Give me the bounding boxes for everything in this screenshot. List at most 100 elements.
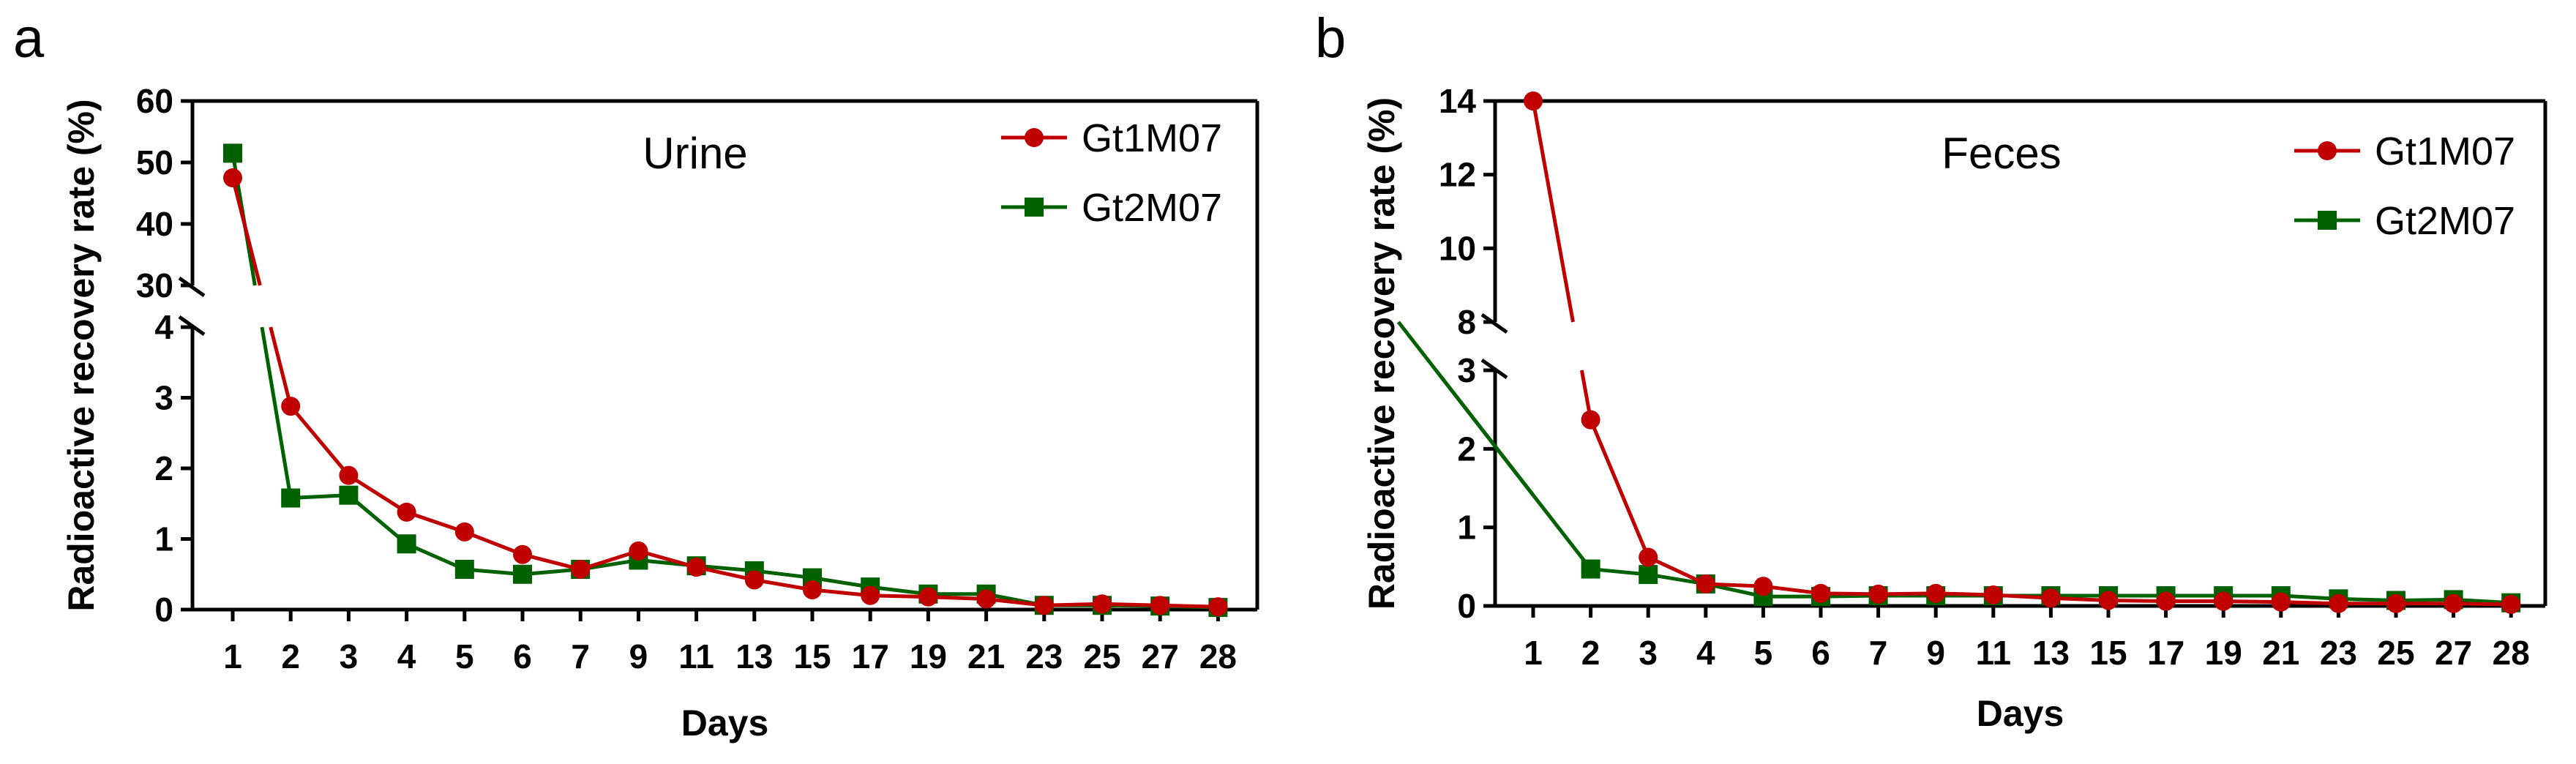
series-line-segment <box>2108 598 2166 604</box>
series-line-segment <box>464 567 523 577</box>
x-tick-label: 21 <box>2262 634 2299 672</box>
series-line-segment <box>812 588 871 598</box>
data-point <box>397 502 416 522</box>
series-line-segment <box>1993 593 2051 600</box>
data-point <box>397 534 416 554</box>
data-point <box>2271 592 2291 612</box>
series-line-segment <box>1531 100 1575 323</box>
data-point <box>223 168 242 187</box>
y-tick-label: 50 <box>136 143 173 181</box>
data-point <box>744 570 764 590</box>
series-line-segment <box>2453 597 2512 605</box>
x-tick-label: 28 <box>1199 637 1237 675</box>
data-point <box>861 585 880 605</box>
series-line-segment <box>463 530 523 557</box>
x-tick-label: 6 <box>1811 634 1830 672</box>
y-tick-label: 2 <box>154 449 173 487</box>
series-line-segment <box>289 405 351 477</box>
data-point <box>339 485 359 505</box>
chart-annotation: Feces <box>1942 129 2061 178</box>
series-line-segment <box>870 593 929 599</box>
series-line-segment <box>2280 593 2339 601</box>
data-point <box>454 522 474 542</box>
data-point <box>803 580 822 599</box>
x-tick-label: 13 <box>2032 634 2070 672</box>
y-tick-label: 1 <box>154 520 173 558</box>
chart-annotation: Urine <box>643 129 747 178</box>
data-point <box>1093 594 1112 614</box>
x-tick-label: 3 <box>340 637 359 675</box>
legend-marker <box>2318 141 2337 160</box>
legend-entry: Gt1M07 <box>1001 116 1222 160</box>
y-axis-title: Radioactive recovery rate (%) <box>61 99 102 611</box>
x-tick-label: 27 <box>1142 637 1179 675</box>
y-tick-label: 10 <box>1439 229 1476 267</box>
series-line-segment <box>869 585 929 596</box>
y-tick-label: 0 <box>1457 587 1476 625</box>
data-point <box>1868 584 1888 604</box>
series-line-segment <box>1160 603 1218 609</box>
data-point <box>2501 594 2521 614</box>
legend-marker <box>1025 128 1044 147</box>
series-line-segment <box>580 549 640 572</box>
data-point <box>1581 410 1600 430</box>
data-point <box>454 559 474 579</box>
series-line-segment <box>231 177 262 286</box>
y-tick-label: 8 <box>1457 303 1476 341</box>
series-line-segment <box>1647 555 1707 586</box>
panel-letter: b <box>1315 7 1346 70</box>
data-point <box>339 465 359 485</box>
series-line-segment <box>1763 584 1821 596</box>
series-Gt2M07 <box>223 143 1228 618</box>
x-tick-label: 1 <box>223 637 242 675</box>
x-axis-title: Days <box>1977 693 2064 734</box>
series-line-segment <box>1590 567 1649 577</box>
series-line-segment <box>522 553 581 572</box>
x-tick-label: 23 <box>2320 634 2357 672</box>
series-line-segment <box>928 595 986 602</box>
x-tick-label: 7 <box>1869 634 1888 672</box>
series-line-segment <box>2280 600 2339 606</box>
x-tick-label: 25 <box>1083 637 1120 675</box>
series-line-segment <box>696 563 755 573</box>
data-point <box>2444 593 2463 613</box>
x-tick-label: 17 <box>2147 634 2184 672</box>
data-point <box>2214 591 2234 611</box>
y-tick-label: 3 <box>1457 351 1476 389</box>
series-line-segment <box>696 565 755 582</box>
legend-label: Gt1M07 <box>1082 116 1222 160</box>
data-point <box>1639 547 1658 567</box>
x-tick-label: 9 <box>629 637 648 675</box>
x-axis-title: Days <box>681 703 769 744</box>
x-tick-label: 6 <box>513 637 532 675</box>
data-point <box>513 544 532 564</box>
data-point <box>1696 574 1715 593</box>
series-line-segment <box>754 578 813 592</box>
x-tick-label: 11 <box>678 637 714 675</box>
data-point <box>1639 565 1658 585</box>
x-tick-label: 5 <box>455 637 474 675</box>
data-point <box>1811 583 1830 603</box>
data-point <box>629 541 648 561</box>
x-tick-label: 28 <box>2493 634 2530 672</box>
data-point <box>513 564 532 584</box>
legend-entry: Gt2M07 <box>2294 199 2515 243</box>
x-tick-label: 13 <box>735 637 773 675</box>
data-point <box>686 558 706 577</box>
series-line-segment <box>986 597 1045 607</box>
data-point <box>1034 596 1054 615</box>
legend-marker <box>2318 211 2337 230</box>
series-line-segment <box>1589 419 1650 558</box>
data-point <box>1983 585 2003 604</box>
data-point <box>571 559 591 579</box>
series-line-segment <box>522 567 581 577</box>
x-tick-label: 17 <box>852 637 889 675</box>
series-Gt1M07 <box>223 168 1228 617</box>
series-line-segment <box>347 493 408 546</box>
series-line-segment <box>405 542 465 572</box>
series-line-segment <box>1044 602 1103 607</box>
legend-entry: Gt2M07 <box>1001 186 1222 230</box>
